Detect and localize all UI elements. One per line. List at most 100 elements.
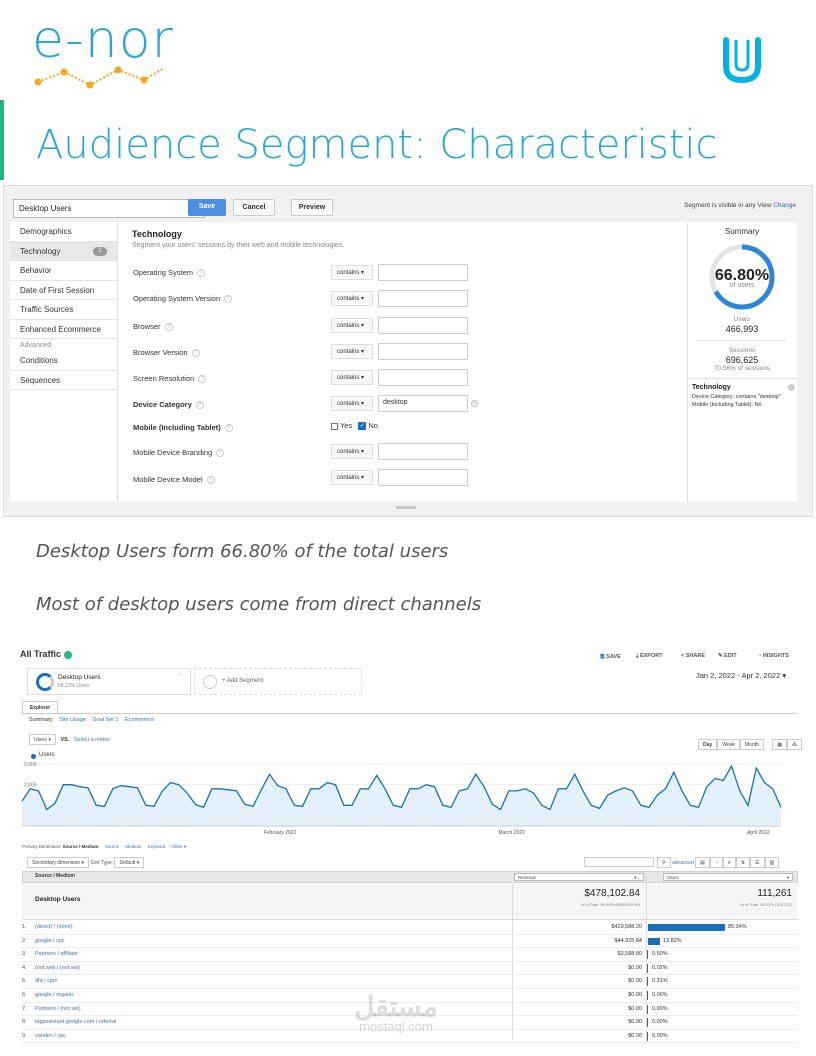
- operator-select[interactable]: contains ▾: [331, 444, 373, 459]
- help-icon[interactable]: ?: [191, 349, 200, 358]
- month-button[interactable]: Month: [739, 739, 764, 750]
- value-input[interactable]: [378, 264, 468, 281]
- table-search-input[interactable]: [584, 857, 654, 867]
- operator-select[interactable]: contains ▾: [331, 318, 373, 333]
- dimension-source-link[interactable]: Source: [104, 844, 120, 849]
- column-header-source[interactable]: Source / Medium: [35, 873, 76, 879]
- motion-chart-icon[interactable]: ⁂: [786, 739, 802, 750]
- term-cloud-icon[interactable]: ☰: [750, 857, 765, 868]
- help-icon[interactable]: ?: [206, 476, 215, 485]
- export-button[interactable]: ⤓ EXPORT: [636, 653, 663, 659]
- operator-select[interactable]: contains ▾: [331, 396, 373, 411]
- help-icon[interactable]: ?: [224, 295, 233, 304]
- help-icon[interactable]: ?: [198, 375, 207, 384]
- day-button[interactable]: Day: [698, 739, 718, 750]
- dimension-medium-link[interactable]: Medium: [125, 844, 142, 849]
- value-input[interactable]: [378, 469, 468, 486]
- revenue-column-select[interactable]: Revenue ▾ ↓: [514, 873, 644, 881]
- preview-button[interactable]: Preview: [291, 199, 333, 216]
- search-icon[interactable]: ⚲: [657, 857, 671, 868]
- cancel-button[interactable]: Cancel: [233, 199, 275, 216]
- help-icon[interactable]: ?: [195, 401, 204, 410]
- operator-select[interactable]: contains ▾: [331, 344, 373, 359]
- users-column-select[interactable]: Users ▾: [663, 873, 793, 881]
- change-link[interactable]: Change: [773, 202, 796, 209]
- visibility-text: Segment is visible in any View Change: [684, 202, 796, 209]
- operator-select[interactable]: contains ▾: [331, 470, 373, 485]
- tab-explorer[interactable]: Explorer: [22, 701, 58, 713]
- dimension-keyword-link[interactable]: Keyword: [147, 844, 166, 849]
- y-tick-label: 3,000: [24, 762, 37, 768]
- line-chart-icon[interactable]: ▦: [772, 739, 787, 750]
- operator-select[interactable]: contains ▾: [331, 370, 373, 385]
- save-button[interactable]: Save: [188, 199, 226, 216]
- pivot-view-icon[interactable]: ▥: [764, 857, 780, 868]
- value-input[interactable]: [378, 290, 468, 307]
- date-range-picker[interactable]: Jan 2, 2022 - Apr 2, 2022 ▾: [696, 671, 787, 680]
- secondary-dimension-select[interactable]: Secondary dimension ▾: [27, 857, 89, 868]
- segment-category-nav: Demographics Technology 2 Behavior Date o…: [10, 222, 118, 502]
- operator-select[interactable]: contains ▾: [331, 265, 373, 280]
- nav-conditions[interactable]: Conditions: [10, 351, 117, 371]
- subtab-ecommerce[interactable]: Ecommerce: [125, 717, 155, 723]
- condition-count-badge: 2: [93, 246, 107, 256]
- remove-condition-icon[interactable]: ×: [471, 400, 478, 407]
- sessions-value: 696,625: [725, 355, 759, 365]
- row-source-link[interactable]: google / cpc: [35, 937, 65, 944]
- nav-date-of-first-session[interactable]: Date of First Session: [10, 281, 117, 300]
- help-icon[interactable]: ?: [164, 323, 173, 332]
- resize-handle[interactable]: [396, 506, 416, 509]
- percentage-view-icon[interactable]: ◔: [709, 857, 723, 868]
- section-title: Technology: [132, 229, 182, 239]
- comparison-view-icon[interactable]: ⇅: [735, 857, 751, 868]
- nav-behavior[interactable]: Behavior: [10, 261, 117, 281]
- week-button[interactable]: Week: [717, 739, 740, 750]
- segment-card[interactable]: [27, 668, 191, 695]
- share-button[interactable]: < SHARE: [681, 653, 706, 659]
- row-source-link[interactable]: dfa / cpm: [35, 978, 58, 985]
- chevron-down-icon[interactable]: ⌄: [178, 671, 184, 677]
- udacity-logo-icon: [723, 37, 761, 84]
- metric-select[interactable]: Users ▾: [29, 734, 56, 745]
- segment-card-name: Desktop Users: [58, 674, 101, 681]
- subtab-goal-set-1[interactable]: Goal Set 1: [92, 717, 119, 723]
- nav-enhanced-ecommerce[interactable]: Enhanced Ecommerce: [10, 320, 117, 339]
- row-source-link[interactable]: (direct) / (none): [35, 924, 73, 930]
- subtab-summary[interactable]: Summary: [29, 717, 53, 723]
- dimension-other-link[interactable]: Other ▾: [171, 844, 187, 849]
- nav-traffic-sources[interactable]: Traffic Sources: [10, 300, 117, 320]
- row-source-link[interactable]: (not set) / (not set): [35, 964, 80, 971]
- nav-demographics[interactable]: Demographics: [10, 222, 117, 242]
- add-segment-card[interactable]: [194, 668, 362, 695]
- row-source-link[interactable]: google / organic: [35, 992, 75, 998]
- row-source-link[interactable]: Partners / affiliate: [35, 951, 78, 958]
- table-view-icon[interactable]: ▤: [695, 857, 710, 868]
- operator-select[interactable]: contains ▾: [331, 291, 373, 306]
- remove-icon[interactable]: [788, 384, 795, 391]
- nav-technology[interactable]: Technology 2: [10, 241, 117, 261]
- sort-type-select[interactable]: Default ▾: [114, 857, 145, 868]
- row-source-link[interactable]: Partners / (not set): [35, 1005, 81, 1012]
- segment-name-input[interactable]: Desktop Users: [13, 199, 205, 218]
- insights-button[interactable]: ◔ INSIGHTS: [758, 653, 789, 659]
- value-input[interactable]: [378, 443, 468, 460]
- performance-view-icon[interactable]: ≡: [722, 857, 736, 868]
- row-source-link[interactable]: tagassistant.google.com / referral: [35, 1019, 117, 1026]
- caption-1: Desktop Users form 66.80% of the total u…: [36, 541, 449, 562]
- device-category-input[interactable]: desktop: [378, 395, 468, 412]
- row-source-link[interactable]: yandex / cpc: [35, 1032, 66, 1039]
- help-icon[interactable]: ?: [197, 269, 206, 278]
- subtab-site-usage[interactable]: Site Usage: [59, 717, 86, 723]
- yes-checkbox[interactable]: [331, 422, 338, 430]
- edit-button[interactable]: ✎ EDIT: [718, 653, 737, 659]
- value-input[interactable]: [378, 369, 468, 386]
- select-metric-link[interactable]: Select a metric: [73, 737, 111, 743]
- advanced-filter-link[interactable]: advanced: [672, 860, 694, 866]
- save-report-button[interactable]: 🖫 SAVE: [600, 654, 621, 660]
- value-input[interactable]: [378, 343, 468, 360]
- help-icon[interactable]: ?: [216, 449, 225, 458]
- help-icon[interactable]: ?: [224, 424, 233, 433]
- value-input[interactable]: [378, 317, 468, 334]
- nav-sequences[interactable]: Sequences: [10, 371, 117, 390]
- no-checkbox-checked-icon[interactable]: ✓: [358, 422, 367, 431]
